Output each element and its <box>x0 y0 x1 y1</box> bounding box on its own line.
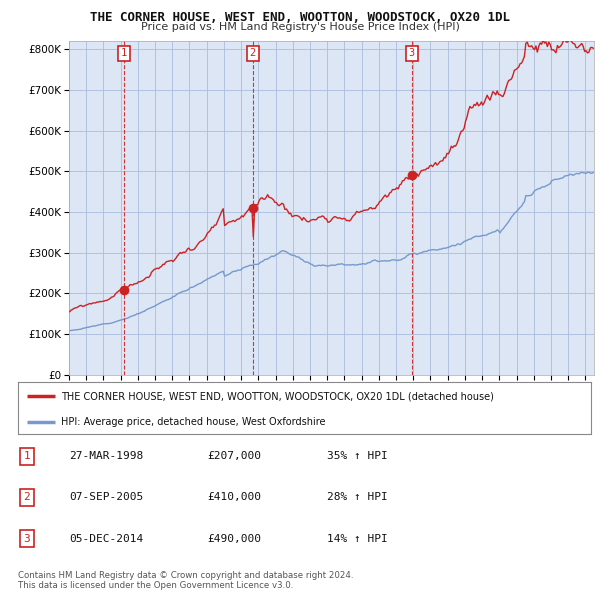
Text: Price paid vs. HM Land Registry's House Price Index (HPI): Price paid vs. HM Land Registry's House … <box>140 22 460 32</box>
Text: 05-DEC-2014: 05-DEC-2014 <box>69 534 143 543</box>
Text: 3: 3 <box>409 48 415 58</box>
Text: THE CORNER HOUSE, WEST END, WOOTTON, WOODSTOCK, OX20 1DL: THE CORNER HOUSE, WEST END, WOOTTON, WOO… <box>90 11 510 24</box>
Text: 2: 2 <box>250 48 256 58</box>
Text: £490,000: £490,000 <box>207 534 261 543</box>
Text: 07-SEP-2005: 07-SEP-2005 <box>69 493 143 502</box>
Text: £410,000: £410,000 <box>207 493 261 502</box>
Text: 28% ↑ HPI: 28% ↑ HPI <box>327 493 388 502</box>
Text: 3: 3 <box>23 534 31 543</box>
Text: THE CORNER HOUSE, WEST END, WOOTTON, WOODSTOCK, OX20 1DL (detached house): THE CORNER HOUSE, WEST END, WOOTTON, WOO… <box>61 391 494 401</box>
Text: 1: 1 <box>23 451 31 461</box>
Text: 35% ↑ HPI: 35% ↑ HPI <box>327 451 388 461</box>
Text: HPI: Average price, detached house, West Oxfordshire: HPI: Average price, detached house, West… <box>61 417 325 427</box>
Text: 14% ↑ HPI: 14% ↑ HPI <box>327 534 388 543</box>
Text: This data is licensed under the Open Government Licence v3.0.: This data is licensed under the Open Gov… <box>18 581 293 589</box>
Text: £207,000: £207,000 <box>207 451 261 461</box>
Text: 27-MAR-1998: 27-MAR-1998 <box>69 451 143 461</box>
Text: Contains HM Land Registry data © Crown copyright and database right 2024.: Contains HM Land Registry data © Crown c… <box>18 571 353 579</box>
Text: 2: 2 <box>23 493 31 502</box>
Text: 1: 1 <box>121 48 127 58</box>
